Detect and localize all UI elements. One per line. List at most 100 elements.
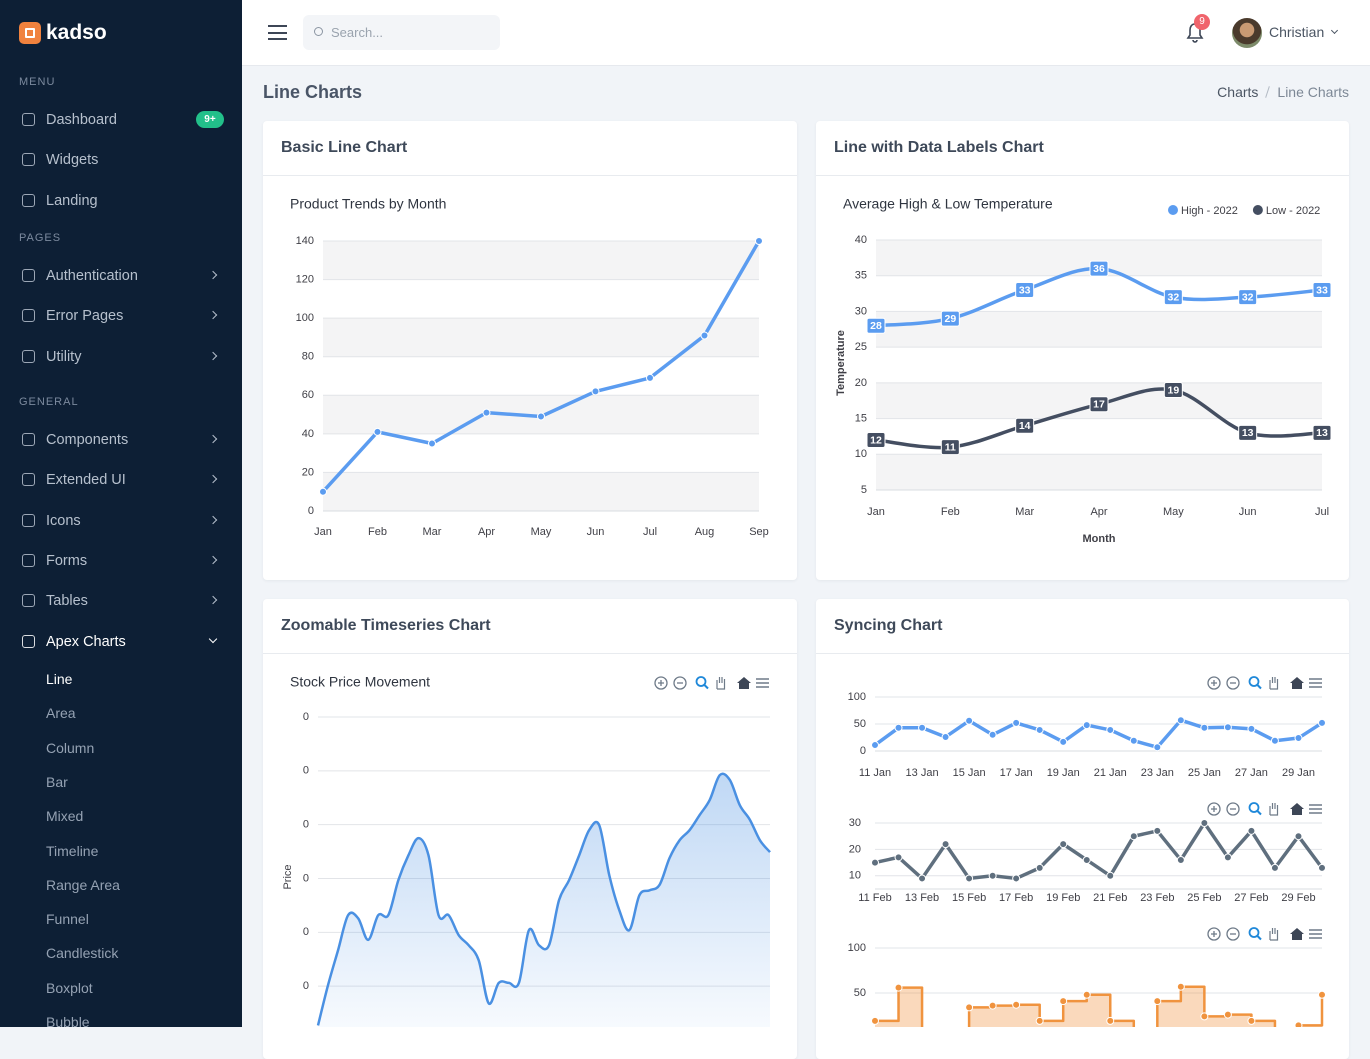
nav-item[interactable]: Widgets — [0, 148, 242, 172]
data-point — [1059, 840, 1068, 849]
data-point — [988, 730, 997, 739]
y-tick-label: 20 — [849, 843, 861, 855]
sub-item[interactable]: Timeline — [46, 842, 99, 859]
breadcrumb: Charts Line Charts — [1217, 84, 1349, 100]
data-point — [1176, 855, 1185, 864]
grid-band — [323, 241, 759, 280]
data-line — [316, 772, 771, 1026]
reset-button[interactable] — [1290, 928, 1304, 940]
zoom-out-button[interactable] — [1226, 927, 1240, 941]
nav-label: Widgets — [46, 152, 99, 169]
nav-item[interactable]: Apex Charts — [0, 630, 242, 654]
zoom-in-button[interactable] — [654, 676, 668, 690]
zoom-in-button[interactable] — [1207, 676, 1221, 690]
menu-toggle[interactable] — [268, 25, 287, 40]
sub-item[interactable]: Candlestick — [46, 945, 119, 962]
brand-logo[interactable] — [19, 22, 41, 44]
brand-name[interactable]: kadso — [46, 21, 107, 44]
nav-item[interactable]: Authentication — [0, 264, 242, 288]
card-title: Syncing Chart — [816, 599, 1349, 654]
sub-item[interactable]: Bar — [46, 773, 68, 790]
data-label: 14 — [1019, 420, 1031, 432]
data-label-box — [940, 310, 960, 327]
data-label-box — [1089, 396, 1109, 413]
data-point — [373, 427, 382, 436]
y-tick-label: 100 — [296, 312, 314, 324]
zoom-in-icon — [1211, 680, 1217, 686]
sub-item[interactable]: Range Area — [46, 876, 120, 893]
menu-button[interactable] — [1309, 929, 1322, 939]
sub-item[interactable]: Mixed — [46, 808, 84, 825]
zoom-in-button[interactable] — [1207, 927, 1221, 941]
chart-title: Product Trends by Month — [290, 196, 446, 212]
data-point — [1200, 1012, 1209, 1021]
zoom-out-button[interactable] — [673, 676, 687, 690]
y-tick-label: 50 — [854, 987, 866, 999]
selection-zoom-button[interactable] — [1248, 676, 1260, 687]
x-tick-label: Mar — [423, 526, 442, 538]
breadcrumb-link[interactable]: Charts — [1217, 84, 1259, 100]
data-label-box — [1312, 424, 1332, 441]
selection-zoom-button[interactable] — [695, 676, 707, 687]
selection-zoom-button[interactable] — [1248, 802, 1260, 813]
sub-item[interactable]: Column — [46, 739, 95, 756]
reset-button[interactable] — [1290, 803, 1304, 815]
nav-icon — [22, 433, 35, 446]
nav-item[interactable]: Dashboard 9+ — [0, 108, 242, 132]
x-tick-label: 19 Jan — [1047, 767, 1080, 779]
data-point — [1106, 725, 1115, 734]
sub-item[interactable]: Boxplot — [46, 979, 93, 996]
menu-button[interactable] — [1309, 678, 1322, 688]
nav-item[interactable]: Tables — [0, 589, 242, 613]
nav-icon — [22, 269, 35, 282]
nav-item[interactable]: Error Pages — [0, 304, 242, 328]
nav-item[interactable]: Icons — [0, 509, 242, 533]
data-label: 29 — [944, 313, 956, 325]
sub-item[interactable]: Bubble — [46, 1014, 90, 1027]
x-tick-label: 15 Feb — [952, 892, 986, 904]
data-point — [1129, 832, 1138, 841]
data-point — [1153, 743, 1162, 752]
reset-button[interactable] — [737, 677, 751, 689]
breadcrumb-current: Line Charts — [1277, 84, 1349, 100]
user-name[interactable]: Christian — [1269, 24, 1325, 40]
x-tick-label: 27 Feb — [1234, 892, 1268, 904]
y-tick-label: 100 — [848, 942, 866, 954]
pan-button[interactable] — [1269, 928, 1279, 941]
sub-item[interactable]: Line — [46, 671, 73, 687]
nav-item[interactable]: Forms — [0, 549, 242, 573]
zoom-out-button[interactable] — [1226, 802, 1240, 816]
data-point — [1270, 736, 1279, 745]
grid-band — [323, 472, 759, 511]
data-point — [1294, 832, 1303, 841]
zoom-in-button[interactable] — [1207, 802, 1221, 816]
pan-button[interactable] — [716, 677, 726, 690]
nav-label: Forms — [46, 552, 88, 569]
nav-item[interactable]: Extended UI — [0, 468, 242, 492]
y-tick-label: 30 — [849, 817, 861, 829]
x-tick-label: 13 Feb — [905, 892, 939, 904]
y-tick-label: 20 — [302, 466, 314, 478]
menu-button[interactable] — [1309, 804, 1322, 814]
sub-item[interactable]: Area — [46, 705, 76, 722]
nav-item[interactable]: Landing — [0, 189, 242, 213]
zoom-out-button[interactable] — [1226, 676, 1240, 690]
data-label: 13 — [1316, 427, 1328, 439]
pan-button[interactable] — [1269, 803, 1279, 816]
y-tick-label: 0 — [308, 505, 314, 517]
reset-button[interactable] — [1290, 677, 1304, 689]
search-box[interactable]: Search... — [303, 15, 500, 50]
data-point — [871, 858, 879, 867]
card-title: Line with Data Labels Chart — [816, 121, 1349, 176]
x-tick-label: Mar — [1015, 506, 1034, 518]
selection-zoom-button[interactable] — [1248, 927, 1260, 938]
nav-item[interactable]: Components — [0, 428, 242, 452]
data-point — [1176, 716, 1185, 725]
sub-item[interactable]: Funnel — [46, 911, 89, 928]
data-point — [319, 487, 327, 496]
menu-button[interactable] — [756, 678, 769, 688]
pan-button[interactable] — [1269, 677, 1279, 690]
user-avatar[interactable] — [1232, 18, 1262, 48]
nav-item[interactable]: Utility — [0, 345, 242, 369]
zoom-in-icon — [1211, 931, 1217, 937]
